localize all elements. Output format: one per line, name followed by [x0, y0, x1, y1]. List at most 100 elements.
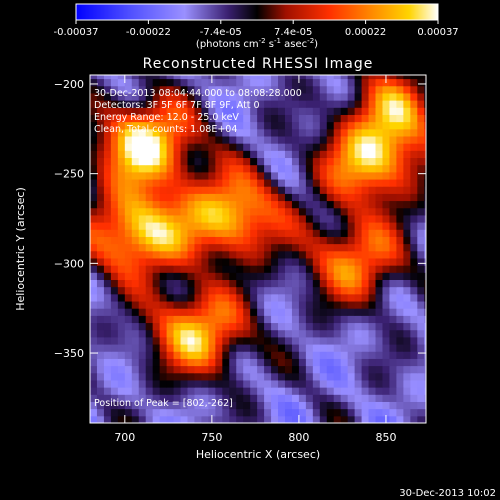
heatmap-cell — [215, 243, 223, 252]
heatmap-cell — [354, 344, 363, 352]
heatmap-cell — [389, 135, 397, 144]
heatmap-cell — [305, 207, 314, 216]
heatmap-cell — [347, 179, 356, 187]
heatmap-cell — [145, 207, 154, 216]
colorbar-ticks: -0.00037 -0.00022 -7.4e-05 7.4e-05 0.00022 0.… — [54, 20, 459, 38]
heatmap-cell — [347, 92, 356, 101]
heatmap-cell — [396, 344, 404, 352]
heatmap-cell — [257, 379, 265, 388]
heatmap-cell — [319, 243, 328, 252]
heatmap-cell — [291, 229, 300, 237]
heatmap-cell — [333, 100, 342, 108]
heatmap-cell — [215, 78, 223, 87]
heatmap-cell — [208, 265, 216, 273]
heatmap-cell — [131, 365, 140, 374]
heatmap-cell — [138, 408, 147, 417]
heatmap-cell — [187, 200, 195, 209]
heatmap-cell — [326, 415, 335, 423]
heatmap-cell — [187, 121, 195, 130]
heatmap-cell — [250, 344, 258, 352]
heatmap-cell — [354, 351, 363, 359]
heatmap-cell — [236, 272, 244, 280]
heatmap-cell — [215, 344, 223, 352]
heatmap-cell — [222, 394, 230, 402]
heatmap-cell — [396, 200, 404, 209]
heatmap-cell — [243, 358, 251, 367]
heatmap-cell — [284, 257, 293, 266]
heatmap-cell — [187, 186, 195, 194]
heatmap-cell — [152, 272, 161, 280]
heatmap-cell — [166, 257, 175, 266]
heatmap-cell — [424, 193, 426, 202]
heatmap-cell — [180, 250, 188, 259]
heatmap-cell — [284, 344, 293, 352]
heatmap-cell — [229, 243, 237, 252]
heatmap-cell — [298, 114, 307, 123]
x-tick-label: 800 — [288, 431, 309, 444]
heatmap-cell — [159, 171, 168, 180]
heatmap-cell — [152, 322, 161, 331]
heatmap-cell — [361, 179, 370, 187]
heatmap-cell — [340, 336, 349, 345]
heatmap-cell — [124, 308, 133, 316]
heatmap-cell — [347, 329, 356, 338]
heatmap-cell — [403, 171, 411, 180]
heatmap-cell — [124, 265, 133, 273]
heatmap-cell — [215, 286, 223, 295]
heatmap-cell — [424, 401, 426, 410]
heatmap-cell — [243, 322, 251, 331]
heatmap-cell — [180, 265, 188, 273]
heatmap-cell — [222, 143, 230, 151]
heatmap-cell — [145, 229, 154, 237]
heatmap-cell — [354, 179, 363, 187]
heatmap-cell — [124, 315, 133, 324]
heatmap-cell — [417, 365, 425, 374]
heatmap-cell — [375, 351, 383, 359]
heatmap-cell — [124, 107, 133, 115]
heatmap-cell — [110, 250, 119, 259]
heatmap-cell — [354, 114, 363, 123]
heatmap-cell — [194, 128, 202, 137]
heatmap-cell — [96, 379, 105, 388]
heatmap-cell — [250, 186, 258, 194]
heatmap-cell — [222, 92, 230, 101]
heatmap-cell — [298, 279, 307, 288]
heatmap-cell — [110, 164, 119, 173]
heatmap-cell — [187, 78, 195, 87]
heatmap-cell — [284, 107, 293, 115]
heatmap-cell — [271, 150, 279, 159]
heatmap-cell — [229, 135, 237, 144]
heatmap-cell — [208, 214, 216, 223]
heatmap-cell — [152, 121, 161, 130]
heatmap-cell — [138, 200, 147, 209]
heatmap-cell — [201, 415, 209, 423]
heatmap-cell — [236, 236, 244, 245]
heatmap-cell — [187, 286, 195, 295]
heatmap-cell — [354, 78, 363, 87]
heatmap-cell — [298, 301, 307, 309]
heatmap-cell — [131, 186, 140, 194]
heatmap-cell — [312, 250, 321, 259]
heatmap-cell — [347, 351, 356, 359]
heatmap-cell — [298, 92, 307, 101]
heatmap-cell — [194, 193, 202, 202]
heatmap-cell — [201, 358, 209, 367]
heatmap-cell — [229, 387, 237, 395]
heatmap-cell — [103, 344, 112, 352]
heatmap-cell — [347, 193, 356, 202]
heatmap-cell — [319, 322, 328, 331]
heatmap-cell — [229, 128, 237, 137]
heatmap-cell — [368, 329, 377, 338]
heatmap-cell — [110, 92, 119, 101]
heatmap-cell — [194, 387, 202, 395]
heatmap-cell — [257, 351, 265, 359]
heatmap-cell — [340, 372, 349, 381]
heatmap-cell — [131, 200, 140, 209]
heatmap-cell — [284, 329, 293, 338]
heatmap-cell — [284, 293, 293, 302]
heatmap-cell — [271, 75, 279, 80]
heatmap-cell — [319, 351, 328, 359]
heatmap-cell — [90, 214, 98, 223]
heatmap-cell — [166, 243, 175, 252]
heatmap-cell — [222, 358, 230, 367]
